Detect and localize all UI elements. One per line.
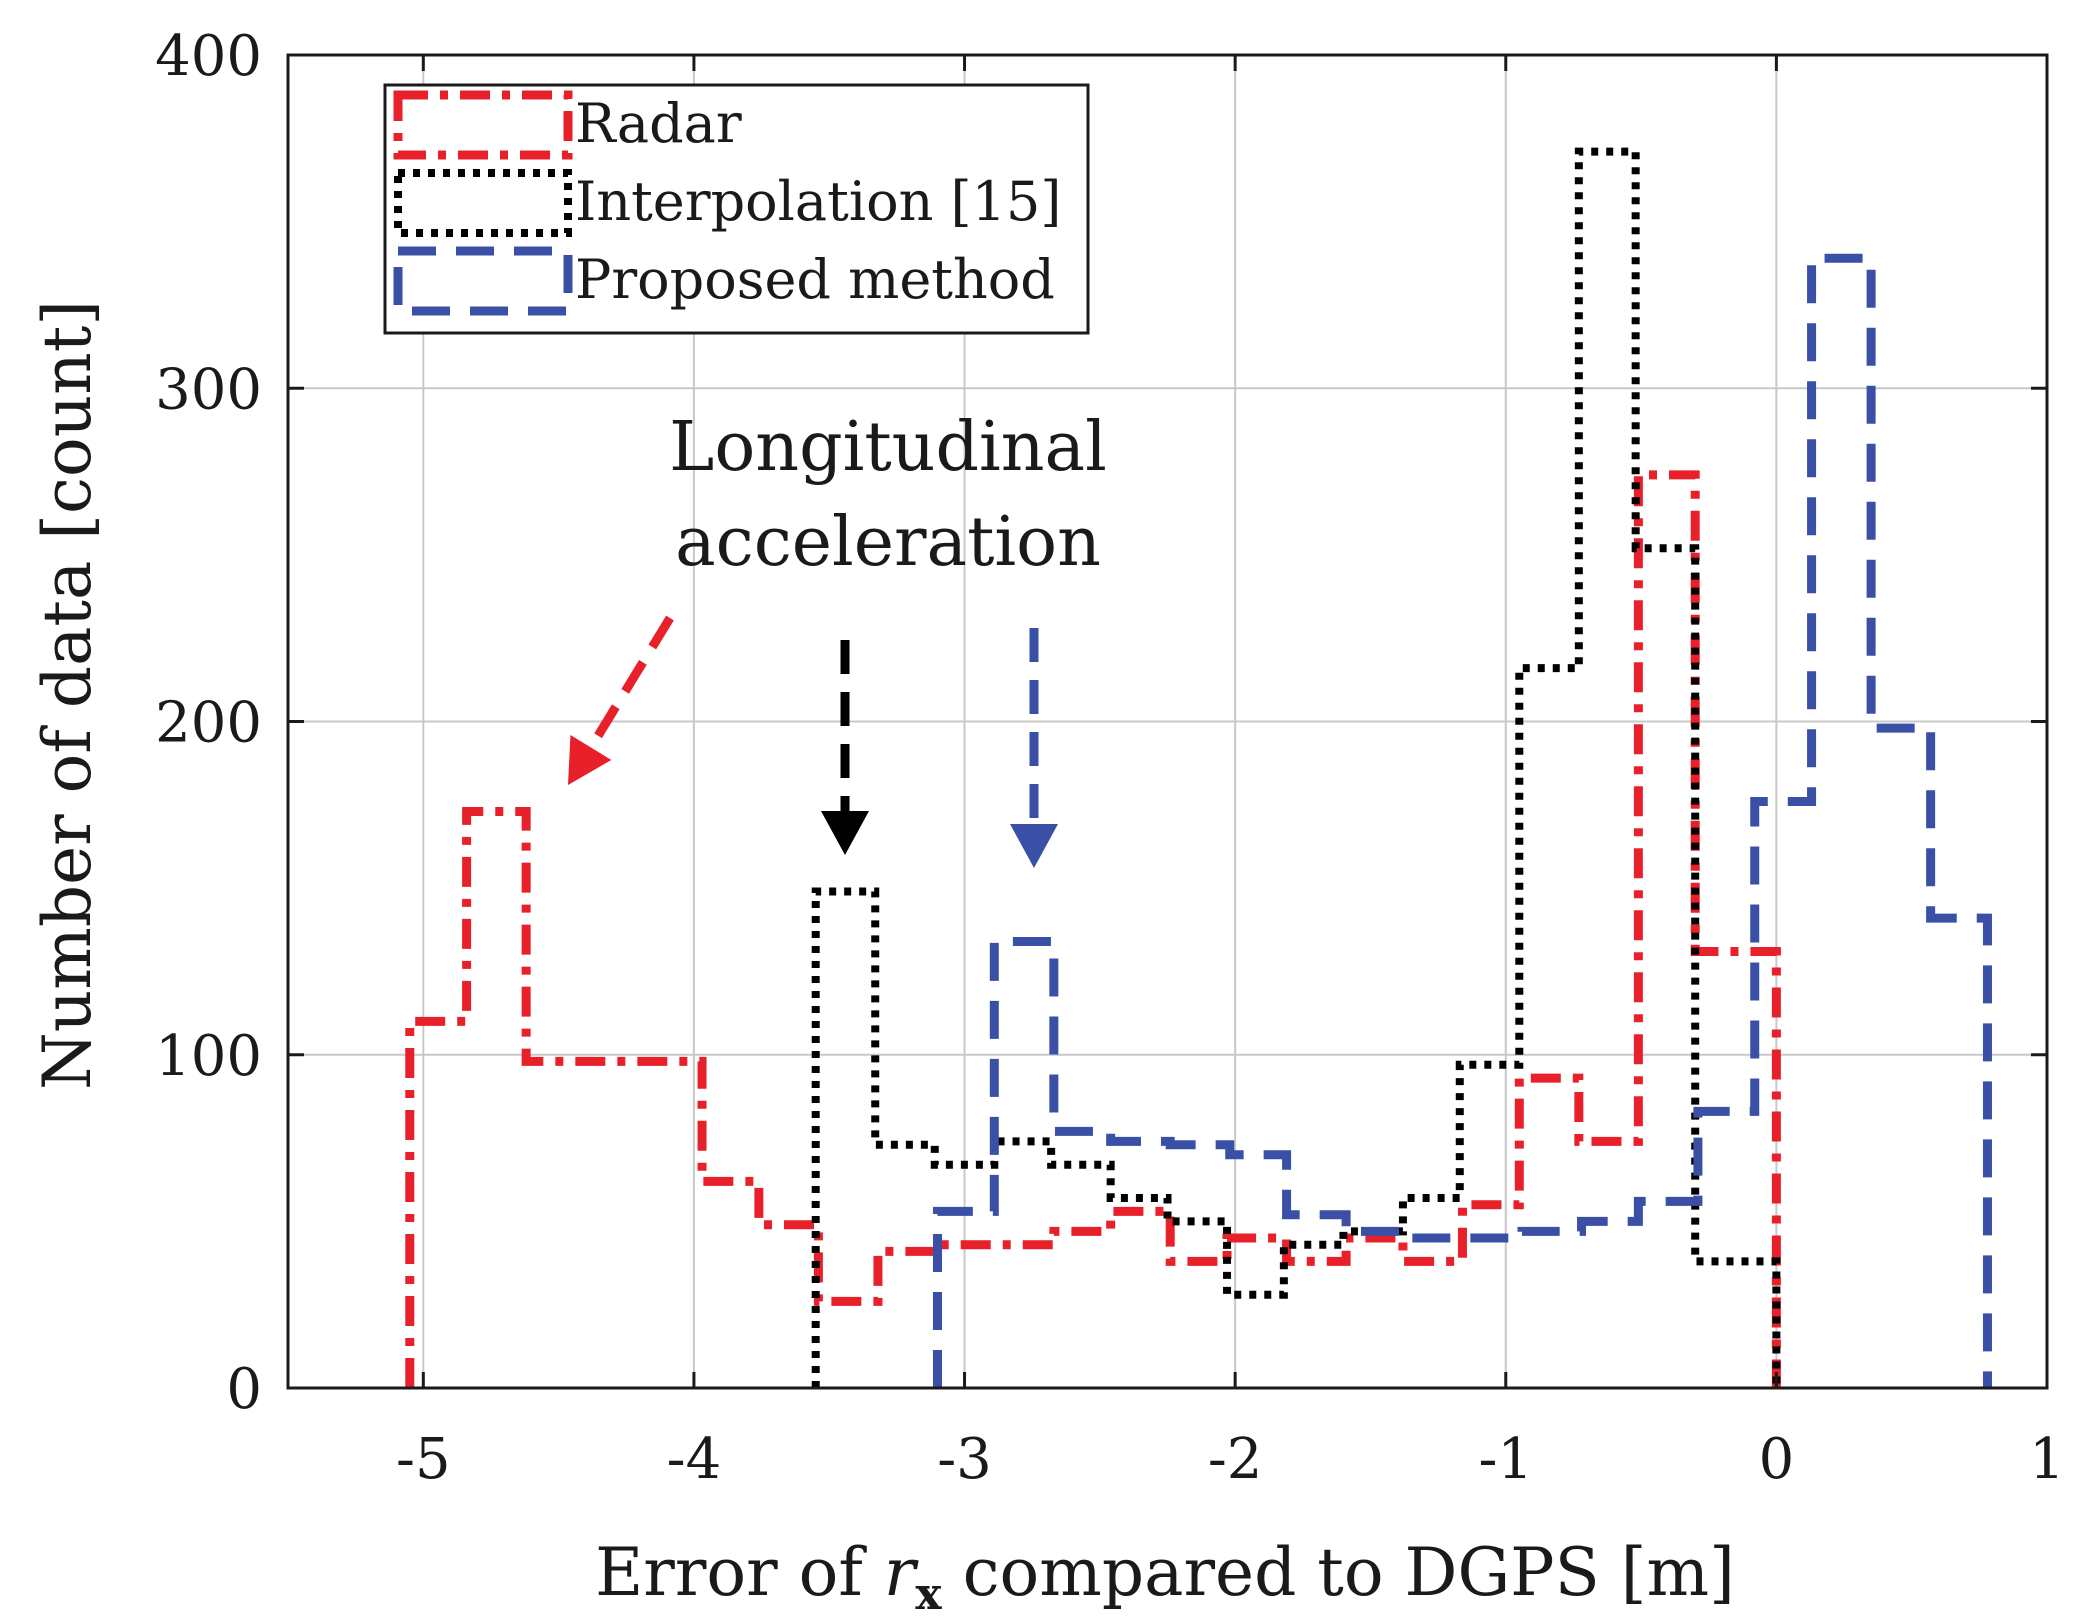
y-tick-label: 100	[155, 1024, 262, 1089]
x-tick-label: 0	[1759, 1427, 1795, 1492]
series-1-outline	[811, 147, 1781, 1388]
y-tick-label: 200	[155, 691, 262, 756]
x-tick-label: -3	[937, 1427, 992, 1492]
series-0-outline	[405, 470, 1781, 1388]
legend-box	[383, 83, 1090, 335]
x-axis-title-sub: x	[915, 1569, 942, 1620]
x-tick-label: -2	[1208, 1427, 1263, 1492]
annotation-arrows	[568, 615, 1058, 868]
series-layer	[405, 147, 1992, 1388]
x-tick-label: -4	[667, 1427, 722, 1492]
legend-swatch-0	[393, 90, 573, 160]
x-tick-label: -5	[396, 1427, 451, 1492]
legend-swatch-2	[393, 246, 573, 316]
radar-arrow-shaft	[587, 615, 674, 750]
radar-arrow-head	[568, 734, 612, 785]
y-tick-label: 400	[155, 24, 262, 89]
legend-label-1: Interpolation [15]	[575, 170, 1061, 233]
legend: Radar Interpolation [15] Proposed method	[383, 83, 1090, 335]
y-tick-labels: 0 100 200 300 400	[155, 24, 262, 1422]
annotation-line-1: Longitudinal	[669, 408, 1107, 487]
proposed-arrow-head	[1010, 824, 1058, 868]
y-axis-title: Number of data [count]	[29, 300, 106, 1090]
x-axis-title-before: Error of	[595, 1534, 884, 1611]
x-tick-labels: -5 -4 -3 -2 -1 0 1	[396, 1427, 2065, 1492]
y-tick-label: 300	[155, 357, 262, 422]
x-tick-label: -1	[1478, 1427, 1533, 1492]
interpolation-arrow-head	[821, 811, 869, 855]
annotation-line-2: acceleration	[675, 503, 1101, 582]
legend-label-2: Proposed method	[575, 248, 1055, 311]
x-tick-label: 1	[2029, 1427, 2065, 1492]
y-tick-label: 0	[226, 1357, 262, 1422]
x-axis-title-after: compared to DGPS [m]	[942, 1534, 1735, 1611]
ticks	[288, 53, 2049, 1390]
legend-swatch-1	[394, 169, 572, 237]
annotation: Longitudinal acceleration	[669, 408, 1107, 582]
x-axis-title: Error of rx compared to DGPS [m]	[595, 1534, 1735, 1620]
x-axis-title-var: r	[884, 1534, 919, 1611]
legend-label-0: Radar	[575, 92, 742, 155]
